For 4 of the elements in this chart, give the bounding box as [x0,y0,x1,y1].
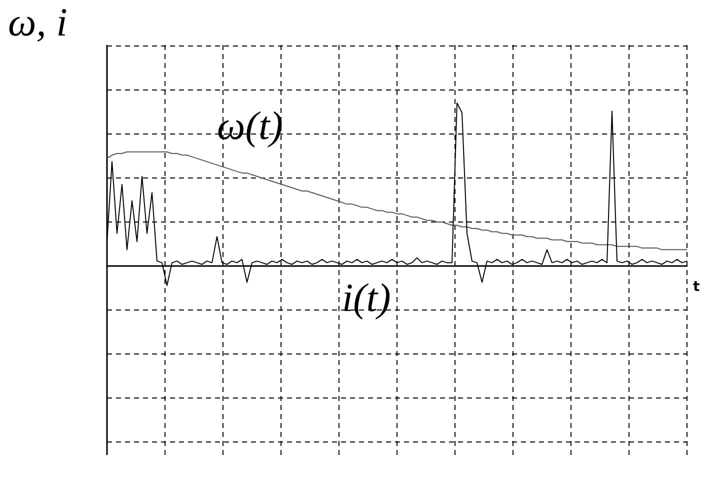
series-label: ω(t) [217,102,283,148]
x-axis-title: t [693,278,700,295]
series-label: i(t) [342,274,391,320]
y-axis-title: ω, i [8,0,68,44]
